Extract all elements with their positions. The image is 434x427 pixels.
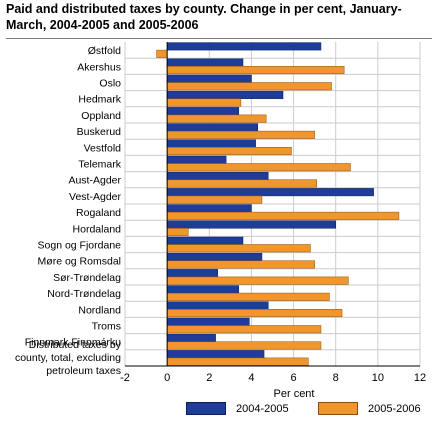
category-label-vestfold: Vestfold [84,142,122,154]
bar-stfold-2004-2005 [166,42,322,51]
legend-swatch-2005-2006 [318,402,358,415]
x-tick-label: 6 [291,372,297,384]
category-label-aust-agder: Aust-Agder [68,175,121,187]
bar-akershus-2004-2005 [166,58,244,67]
bar-oslo-2005-2006 [166,82,332,91]
x-tick-label: 2 [206,372,212,384]
category-label-m-re-og-romsdal: Møre og Romsdal [38,256,121,268]
legend-label-2005-2006: 2005-2006 [368,402,421,415]
bar-vest-agder-2005-2006 [166,195,263,204]
bar-stfold-2005-2006 [156,49,168,58]
bar-nordland-2005-2006 [166,309,343,318]
bar-distributed-taxes-by-county-total-excluding-petroleum-taxes-2005-2006 [166,357,309,366]
legend-swatch-2004-2005 [186,402,226,415]
bar-hordaland-2005-2006 [166,228,189,237]
bar-sogn-og-fjordane-2005-2006 [166,244,311,253]
bar-telemark-2005-2006 [166,163,351,172]
bars [156,42,400,366]
category-label-oppland: Oppland [81,110,121,122]
category-label-buskerud: Buskerud [77,126,122,138]
bar-buskerud-2005-2006 [166,130,315,139]
bar-troms-2004-2005 [166,317,250,326]
category-label-stfold: Østfold [88,45,121,57]
category-label-troms: Troms [92,321,121,333]
x-tick-label: 12 [414,372,426,384]
bar-s-r-tr-ndelag-2005-2006 [166,276,349,285]
category-label-nordland: Nordland [78,304,121,316]
bar-vestfold-2005-2006 [166,147,292,156]
legend-item-2004-2005: 2004-2005 [186,402,289,415]
bar-oppland-2004-2005 [166,107,240,116]
x-tick-label: 0 [164,372,170,384]
bar-nord-tr-ndelag-2004-2005 [166,285,240,294]
category-label-telemark: Telemark [78,159,121,171]
bar-hedmark-2004-2005 [166,90,284,99]
bar-sogn-og-fjordane-2004-2005 [166,236,244,245]
bar-distributed-taxes-by-county-total-excluding-petroleum-taxes-2004-2005 [166,350,265,359]
bar-telemark-2004-2005 [166,155,227,164]
bar-vestfold-2004-2005 [166,139,256,148]
bar-finnmark-finnmarku-2005-2006 [166,341,322,350]
bar-oppland-2005-2006 [166,114,267,123]
grid-lines [124,42,421,366]
category-label-s-r-tr-ndelag: Sør-Trøndelag [53,272,121,284]
category-label-finnmark-finnmarku: Finnmark Finnmárku [25,337,121,349]
bar-rogaland-2005-2006 [166,211,400,220]
bar-m-re-og-romsdal-2004-2005 [166,252,263,261]
category-label-akershus: Akershus [77,61,121,73]
bar-hedmark-2005-2006 [166,98,242,107]
bar-hordaland-2004-2005 [166,220,336,229]
category-label-oslo: Oslo [99,78,121,90]
category-label-hedmark: Hedmark [78,94,121,106]
bar-akershus-2005-2006 [166,66,345,75]
bar-aust-agder-2005-2006 [166,179,317,188]
x-tick-label: 8 [333,372,339,384]
x-tick-label: -2 [120,372,130,384]
category-labels: Østfold Akershus Oslo Hedmark Oppland Buskeru… [15,45,122,377]
bar-m-re-og-romsdal-2005-2006 [166,260,315,269]
axes: -2 0 2 4 6 8 10 12 [120,42,426,384]
legend-label-2004-2005: 2004-2005 [236,402,289,415]
category-label-sogn-og-fjordane: Sogn og Fjordane [38,240,122,252]
chart-title: Paid and distributed taxes by county. Ch… [6,2,402,32]
bar-oslo-2004-2005 [166,74,252,83]
category-label-distributed-taxes-by-county-total-excluding-petroleum-taxes: Distributed taxes by county, total, exclu… [15,339,122,377]
bar-troms-2005-2006 [166,325,322,334]
legend-item-2005-2006: 2005-2006 [318,402,421,415]
x-tick-label: 4 [248,372,254,384]
x-axis-title: Per cent [274,388,315,400]
x-tick-label: 10 [372,372,384,384]
bar-nordland-2004-2005 [166,301,269,310]
bar-aust-agder-2004-2005 [166,171,269,180]
title-divider [6,38,432,39]
bar-s-r-tr-ndelag-2004-2005 [166,269,218,278]
bar-rogaland-2004-2005 [166,204,252,213]
bar-nord-tr-ndelag-2005-2006 [166,292,330,301]
category-label-rogaland: Rogaland [76,207,121,219]
bar-buskerud-2004-2005 [166,123,258,132]
category-label-hordaland: Hordaland [73,223,122,235]
category-label-nord-tr-ndelag: Nord-Trøndelag [47,288,121,300]
bar-vest-agder-2004-2005 [166,188,374,197]
bar-chart: -2 0 2 4 6 8 10 12 Østfold Akershus Oslo Hedmark Op… [15,42,426,400]
category-label-vest-agder: Vest-Agder [69,191,121,203]
legend: 2004-2005 2005-2006 [0,402,434,422]
bar-finnmark-finnmarku-2004-2005 [166,333,216,342]
